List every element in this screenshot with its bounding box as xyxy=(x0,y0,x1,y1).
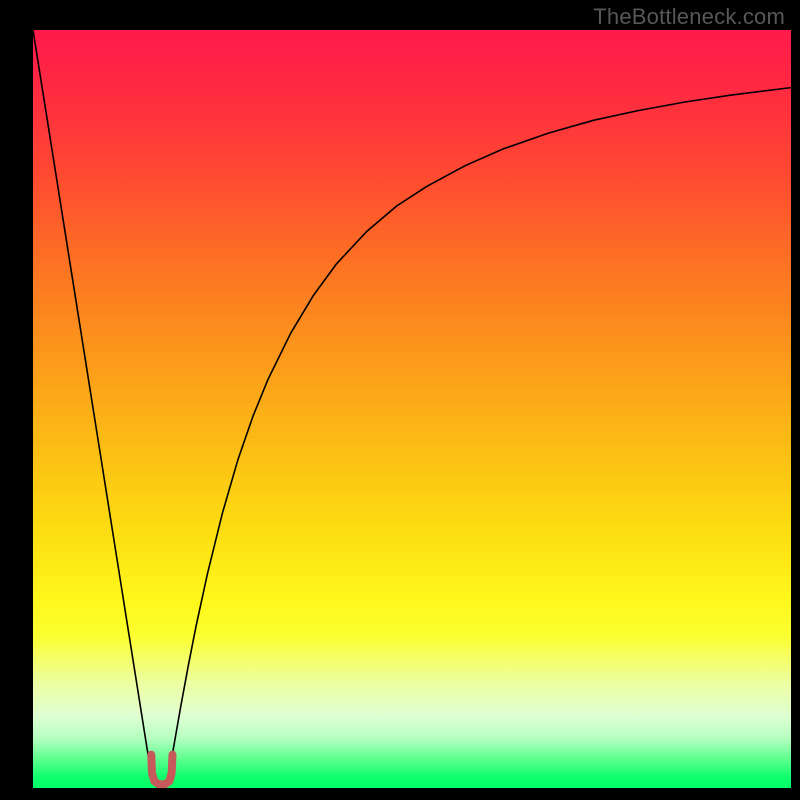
watermark-text: TheBottleneck.com xyxy=(593,4,785,30)
gradient-background xyxy=(33,30,791,788)
plot-area xyxy=(33,30,791,788)
plot-svg xyxy=(33,30,791,788)
chart-container: TheBottleneck.com xyxy=(0,0,800,800)
